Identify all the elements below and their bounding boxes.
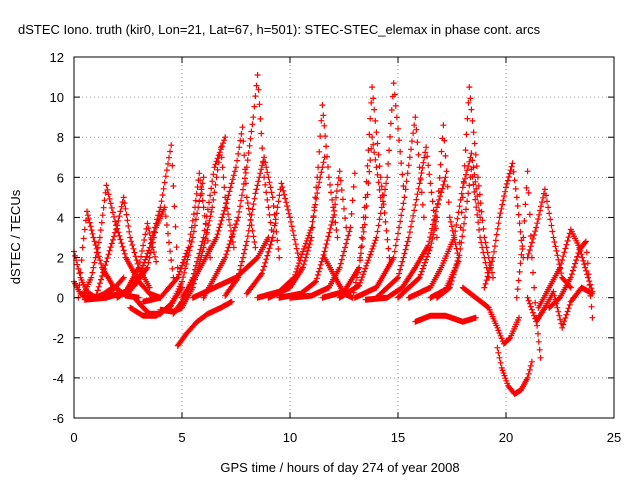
y-tick-label: 8 <box>57 130 64 145</box>
data-point-markers <box>179 124 259 301</box>
x-tick-label: 5 <box>178 430 185 445</box>
series-arc-17 <box>189 234 272 301</box>
y-tick-label: 12 <box>50 50 64 65</box>
y-tick-label: 2 <box>57 251 64 266</box>
series-arc-31 <box>405 150 484 301</box>
data-point-markers <box>125 142 181 297</box>
series-arc-36 <box>481 160 527 291</box>
data-point-markers <box>362 174 449 303</box>
series-arc-32 <box>427 166 492 301</box>
data-point-markers <box>336 80 408 301</box>
series-arc-27 <box>351 114 427 301</box>
data-point-markers <box>427 166 492 301</box>
series-arc-21 <box>265 102 341 301</box>
data-point-markers <box>412 312 479 325</box>
y-tick-label: -4 <box>52 371 64 386</box>
series-arc-23 <box>287 170 358 301</box>
data-point-markers <box>524 284 596 331</box>
series-arc-14 <box>174 298 235 349</box>
series-arc-11 <box>140 170 214 305</box>
y-tick-label: 10 <box>50 90 64 105</box>
series-arc-26 <box>336 80 408 301</box>
data-point-markers <box>405 150 484 301</box>
data-marks <box>71 72 596 397</box>
data-point-markers <box>222 154 283 299</box>
series-arc-29 <box>362 174 449 303</box>
chart-title: dSTEC Iono. truth (kir0, Lon=21, Lat=67,… <box>18 22 541 37</box>
series-arc-33 <box>433 84 496 301</box>
y-tick-label: 4 <box>57 210 64 225</box>
x-tick-label: 15 <box>391 430 405 445</box>
data-point-markers <box>174 298 235 349</box>
series-arc-18 <box>222 154 283 299</box>
data-point-markers <box>524 186 574 291</box>
series-arc-09 <box>125 142 181 297</box>
axis-ticks: 0 5 10 15 20 25 -6 -4 -2 0 2 4 6 8 10 12 <box>50 50 622 445</box>
data-point-markers <box>200 72 276 301</box>
y-tick-label: -6 <box>52 411 64 426</box>
y-tick-label: 6 <box>57 170 64 185</box>
series-arc-34 <box>412 312 479 325</box>
data-point-markers <box>433 84 496 301</box>
data-point-markers <box>481 160 527 291</box>
plot-frame <box>73 56 615 419</box>
series-arc-35 <box>459 284 522 347</box>
data-point-markers <box>189 234 272 301</box>
series-arc-19 <box>243 180 302 297</box>
data-point-markers <box>351 114 427 301</box>
y-tick-label: -2 <box>52 331 64 346</box>
data-point-markers <box>494 344 535 397</box>
x-tick-label: 10 <box>283 430 297 445</box>
data-point-markers <box>265 102 341 301</box>
series-arc-37 <box>494 344 535 397</box>
x-tick-label: 0 <box>70 430 77 445</box>
data-point-markers <box>459 284 522 347</box>
data-point-markers <box>140 170 214 305</box>
series-arc-15 <box>179 124 259 301</box>
series-arc-39 <box>524 186 574 291</box>
x-axis-title: GPS time / hours of day 274 of year 2008 <box>220 460 459 475</box>
data-point-markers <box>243 180 302 297</box>
x-tick-label: 25 <box>607 430 621 445</box>
x-tick-label: 20 <box>499 430 513 445</box>
data-point-markers <box>287 170 358 301</box>
series-arc-42 <box>524 284 596 331</box>
y-axis-title: dSTEC / TECUs <box>8 189 23 284</box>
series-arc-16 <box>200 72 276 301</box>
y-tick-label: 0 <box>57 291 64 306</box>
